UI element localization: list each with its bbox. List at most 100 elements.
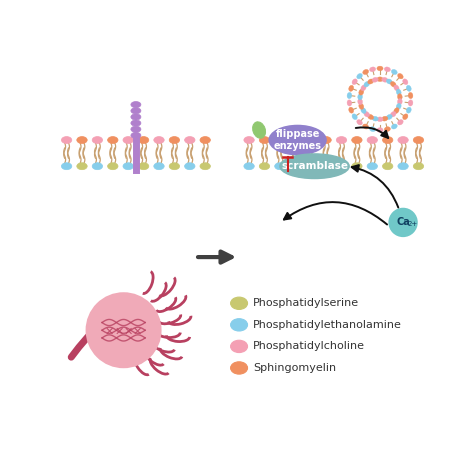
Ellipse shape	[363, 70, 369, 74]
Ellipse shape	[352, 163, 362, 170]
Ellipse shape	[367, 137, 377, 144]
Ellipse shape	[244, 137, 254, 144]
Ellipse shape	[92, 163, 102, 170]
Ellipse shape	[290, 163, 301, 170]
Ellipse shape	[391, 111, 396, 117]
Ellipse shape	[398, 163, 408, 170]
Ellipse shape	[368, 79, 374, 84]
Ellipse shape	[364, 111, 369, 117]
Ellipse shape	[77, 137, 87, 144]
Ellipse shape	[358, 99, 363, 105]
Text: Phosphatidylcholine: Phosphatidylcholine	[253, 341, 365, 351]
Ellipse shape	[382, 77, 388, 82]
Ellipse shape	[377, 117, 383, 121]
Ellipse shape	[408, 92, 413, 99]
Ellipse shape	[352, 79, 357, 84]
Ellipse shape	[363, 124, 369, 129]
Ellipse shape	[138, 163, 149, 170]
Ellipse shape	[403, 79, 408, 84]
Ellipse shape	[349, 85, 354, 91]
Ellipse shape	[377, 128, 383, 132]
Circle shape	[87, 293, 161, 367]
Ellipse shape	[349, 107, 354, 113]
Text: ✕: ✕	[114, 327, 124, 337]
Ellipse shape	[290, 137, 301, 144]
Ellipse shape	[396, 103, 401, 109]
Ellipse shape	[62, 137, 72, 144]
Ellipse shape	[336, 163, 346, 170]
Ellipse shape	[184, 163, 195, 170]
Ellipse shape	[92, 137, 102, 144]
Ellipse shape	[391, 82, 396, 87]
Ellipse shape	[394, 85, 399, 91]
Ellipse shape	[406, 107, 411, 113]
Ellipse shape	[358, 94, 363, 100]
Ellipse shape	[77, 163, 87, 170]
Ellipse shape	[383, 163, 393, 170]
Ellipse shape	[321, 163, 331, 170]
Ellipse shape	[361, 108, 366, 113]
Ellipse shape	[269, 126, 326, 155]
Ellipse shape	[123, 137, 133, 144]
Ellipse shape	[413, 137, 424, 144]
Ellipse shape	[368, 114, 374, 119]
Ellipse shape	[123, 163, 133, 170]
Ellipse shape	[359, 103, 364, 109]
Ellipse shape	[370, 67, 376, 72]
Ellipse shape	[392, 124, 397, 129]
Ellipse shape	[231, 340, 247, 353]
Ellipse shape	[384, 127, 391, 131]
Text: ✕: ✕	[124, 327, 133, 337]
Ellipse shape	[403, 114, 408, 119]
Ellipse shape	[275, 163, 285, 170]
Ellipse shape	[357, 119, 362, 125]
Ellipse shape	[398, 119, 403, 125]
Ellipse shape	[357, 73, 362, 79]
Ellipse shape	[396, 89, 401, 95]
Ellipse shape	[184, 137, 195, 144]
Ellipse shape	[386, 114, 392, 119]
Text: Ca: Ca	[396, 218, 410, 228]
Text: flippase
enzymes: flippase enzymes	[273, 129, 321, 151]
Ellipse shape	[321, 137, 331, 144]
Ellipse shape	[336, 137, 346, 144]
Ellipse shape	[392, 70, 397, 74]
Ellipse shape	[384, 67, 391, 72]
Text: scramblase: scramblase	[281, 161, 348, 171]
Ellipse shape	[386, 79, 392, 84]
Ellipse shape	[62, 163, 72, 170]
Text: Sphingomyelin: Sphingomyelin	[253, 363, 336, 373]
Ellipse shape	[231, 297, 247, 310]
Ellipse shape	[372, 77, 378, 82]
Ellipse shape	[383, 137, 393, 144]
Ellipse shape	[408, 100, 413, 106]
Ellipse shape	[377, 77, 383, 82]
Ellipse shape	[108, 137, 118, 144]
Ellipse shape	[398, 73, 403, 79]
Ellipse shape	[275, 137, 285, 144]
Text: Phosphatidylethanolamine: Phosphatidylethanolamine	[253, 320, 402, 330]
Ellipse shape	[377, 66, 383, 71]
Ellipse shape	[131, 126, 141, 132]
Ellipse shape	[359, 89, 364, 95]
Ellipse shape	[244, 163, 254, 170]
Text: ✕: ✕	[105, 327, 114, 337]
Ellipse shape	[398, 99, 402, 105]
Ellipse shape	[280, 154, 349, 179]
Ellipse shape	[131, 132, 141, 138]
Ellipse shape	[370, 127, 376, 131]
Ellipse shape	[413, 163, 424, 170]
Ellipse shape	[131, 120, 141, 126]
Ellipse shape	[200, 137, 210, 144]
Ellipse shape	[361, 85, 366, 91]
Text: ✕: ✕	[133, 327, 142, 337]
Ellipse shape	[131, 108, 141, 114]
Ellipse shape	[108, 163, 118, 170]
Ellipse shape	[138, 137, 149, 144]
Ellipse shape	[154, 137, 164, 144]
Ellipse shape	[367, 163, 377, 170]
Ellipse shape	[347, 100, 352, 106]
Ellipse shape	[382, 116, 388, 121]
Ellipse shape	[259, 163, 270, 170]
Ellipse shape	[253, 122, 265, 138]
